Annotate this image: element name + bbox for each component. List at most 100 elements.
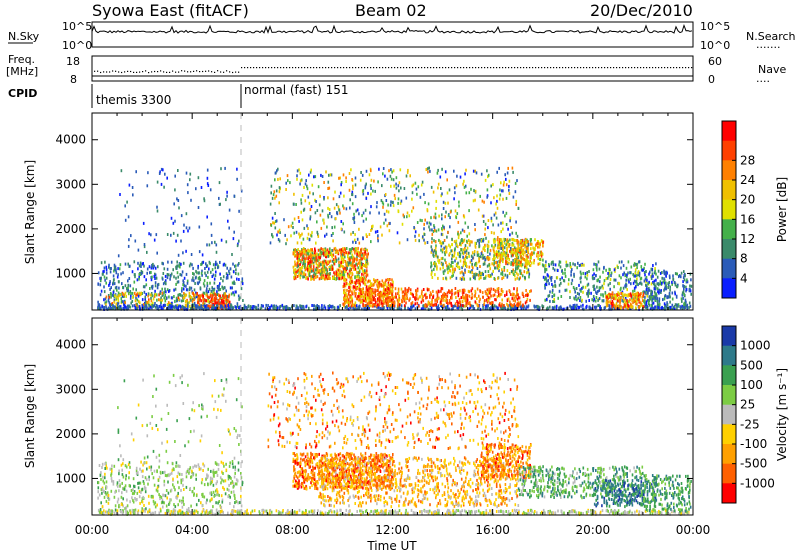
echo-cell — [144, 304, 147, 308]
echo-cell — [398, 189, 400, 193]
echo-cell — [354, 276, 356, 280]
echo-cell — [575, 307, 578, 311]
echo-cell — [216, 286, 219, 290]
echo-cell — [516, 297, 519, 301]
echo-cell — [507, 297, 510, 301]
echo-cell — [127, 283, 130, 287]
echo-cell — [469, 270, 472, 274]
echo-cell — [410, 302, 413, 306]
echo-cell — [103, 275, 106, 279]
echo-cell — [242, 307, 244, 310]
freq-dot — [661, 67, 663, 69]
echo-cell — [341, 276, 344, 280]
echo-cell — [458, 297, 461, 301]
echo-cell — [409, 288, 412, 292]
echo-cell — [440, 289, 442, 293]
echo-cell — [657, 269, 660, 273]
echo-cell — [343, 266, 346, 270]
echo-cell — [406, 290, 409, 294]
echo-cell — [313, 250, 316, 254]
echo-cell — [319, 248, 321, 252]
echo-cell — [510, 262, 512, 266]
echo-cell — [183, 292, 185, 295]
echo-cell — [625, 285, 627, 289]
echo-cell — [493, 304, 496, 308]
echo-cell — [526, 247, 528, 251]
echo-cell — [515, 199, 518, 203]
echo-cell — [671, 282, 673, 286]
echo-cell — [430, 261, 432, 265]
echo-cell — [482, 304, 484, 307]
echo-cell — [477, 208, 480, 212]
echo-cell — [576, 292, 579, 295]
echo-cell — [358, 292, 360, 296]
echo-cell — [303, 250, 306, 254]
echo-cell — [110, 295, 112, 299]
echo-cell — [176, 271, 179, 275]
echo-cell — [350, 275, 353, 279]
echo-cell — [259, 307, 262, 311]
freq-dot — [307, 67, 309, 69]
echo-cell — [465, 301, 467, 305]
echo-cell — [348, 303, 351, 307]
echo-cell — [356, 255, 358, 259]
echo-cell — [395, 292, 397, 296]
echo-cell — [421, 289, 423, 293]
echo-cell — [180, 305, 182, 309]
echo-cell — [377, 288, 379, 292]
echo-cell — [192, 307, 195, 311]
echo-cell — [332, 197, 335, 201]
echo-cell — [654, 296, 657, 300]
echo-cell — [114, 265, 117, 269]
echo-cell — [580, 272, 582, 276]
echo-cell — [498, 303, 500, 307]
echo-cell — [383, 212, 386, 216]
echo-cell — [626, 300, 629, 304]
echo-cell — [160, 300, 162, 304]
nsearch-label: N.Search — [746, 30, 796, 43]
echo-cell — [344, 291, 347, 295]
echo-cell — [100, 289, 103, 293]
echo-cell — [311, 260, 313, 264]
echo-cell — [371, 298, 374, 302]
echo-cell — [607, 276, 609, 280]
echo-cell — [299, 182, 301, 186]
freq-dot — [454, 67, 456, 69]
echo-cell — [680, 297, 683, 301]
echo-cell — [338, 260, 340, 264]
echo-cell — [595, 290, 597, 294]
echo-cell — [147, 302, 150, 306]
echo-cell — [516, 255, 518, 259]
echo-cell — [503, 266, 506, 269]
echo-cell — [426, 241, 429, 244]
echo-cell — [500, 247, 502, 250]
echo-cell — [656, 306, 658, 310]
echo-cell — [512, 170, 514, 174]
freq-dot — [133, 71, 135, 73]
echo-cell — [294, 260, 296, 264]
freq-dot — [259, 67, 261, 69]
echo-cell — [488, 287, 490, 291]
echo-cell — [366, 302, 369, 306]
echo-cell — [688, 306, 690, 310]
echo-cell — [514, 270, 516, 273]
echo-cell — [472, 199, 475, 203]
echo-cell — [292, 202, 295, 206]
echo-cell — [174, 299, 176, 303]
echo-cell — [382, 202, 385, 206]
echo-cell — [303, 307, 305, 311]
echo-cell — [225, 302, 227, 306]
echo-cell — [460, 243, 462, 247]
echo-cell — [240, 287, 243, 291]
echo-cell — [437, 259, 439, 263]
echo-cell — [294, 262, 297, 266]
echo-cell — [326, 225, 328, 229]
echo-cell — [262, 304, 264, 308]
echo-cell — [177, 305, 180, 309]
echo-cell — [652, 295, 655, 299]
echo-cell — [421, 219, 423, 223]
echo-cell — [522, 253, 525, 257]
echo-cell — [476, 267, 479, 270]
echo-cell — [599, 307, 602, 311]
echo-cell — [461, 288, 464, 292]
